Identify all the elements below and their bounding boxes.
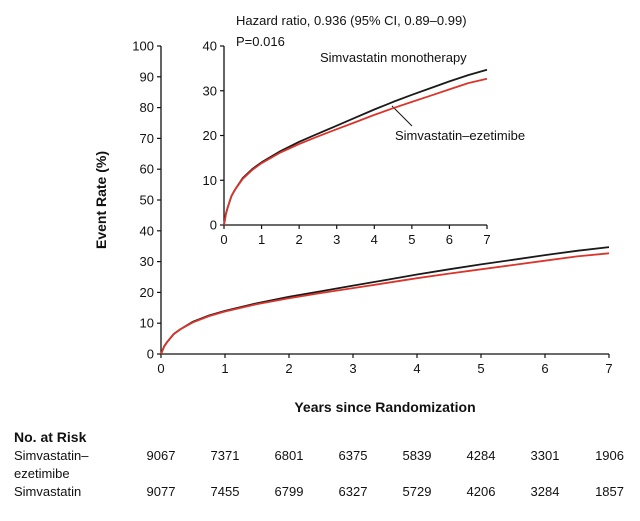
risk-value: 7371 — [211, 448, 240, 463]
p-value-annotation: P=0.016 — [236, 34, 285, 49]
main-x-tick-label: 5 — [477, 361, 484, 376]
main-x-tick-label: 6 — [541, 361, 548, 376]
inset-x-tick-label: 1 — [258, 232, 265, 247]
inset-x-tick-label: 2 — [296, 232, 303, 247]
main-y-tick-label: 70 — [140, 131, 154, 146]
risk-row-label-cont: ezetimibe — [14, 466, 70, 481]
risk-value: 3301 — [531, 448, 560, 463]
label-monotherapy: Simvastatin monotherapy — [320, 50, 467, 65]
risk-value: 1857 — [595, 484, 624, 499]
risk-value: 4206 — [467, 484, 496, 499]
risk-value: 9077 — [147, 484, 176, 499]
inset-x-tick-label: 7 — [483, 232, 490, 247]
main-y-tick-label: 10 — [140, 316, 154, 331]
main-y-tick-label: 100 — [132, 39, 154, 54]
main-x-tick-label: 7 — [605, 361, 612, 376]
main-y-tick-label: 30 — [140, 254, 154, 269]
main-x-tick-label: 2 — [285, 361, 292, 376]
risk-value: 3284 — [531, 484, 560, 499]
risk-value: 9067 — [147, 448, 176, 463]
inset-y-tick-label: 20 — [203, 128, 217, 143]
label-combination: Simvastatin–ezetimibe — [395, 128, 525, 143]
inset-series-line-combination — [223, 77, 488, 226]
inset-y-tick-label: 30 — [203, 83, 217, 98]
main-y-tick-label: 90 — [140, 69, 154, 84]
inset-y-tick-label: 10 — [203, 173, 217, 188]
inset-x-tick-label: 3 — [333, 232, 340, 247]
inset-series-line-monotherapy — [223, 68, 488, 226]
main-y-tick-label: 0 — [147, 347, 154, 362]
y-axis-title: Event Rate (%) — [93, 151, 109, 249]
risk-row-label: Simvastatin– — [14, 448, 89, 463]
risk-value: 6375 — [339, 448, 368, 463]
hazard-ratio-annotation: Hazard ratio, 0.936 (95% CI, 0.89–0.99) — [236, 13, 467, 28]
risk-value: 6799 — [275, 484, 304, 499]
inset-y-tick-label: 40 — [203, 39, 217, 54]
inset-x-tick-label: 5 — [408, 232, 415, 247]
main-x-tick-label: 1 — [221, 361, 228, 376]
number-at-risk-title: No. at Risk — [14, 429, 87, 445]
inset-y-tick-label: 0 — [210, 218, 217, 233]
inset-x-tick-label: 6 — [446, 232, 453, 247]
main-y-tick-label: 50 — [140, 193, 154, 208]
main-series-line-monotherapy — [160, 246, 610, 355]
main-y-tick-label: 40 — [140, 223, 154, 238]
main-y-tick-label: 20 — [140, 285, 154, 300]
main-x-tick-label: 0 — [157, 361, 164, 376]
main-series-line-combination — [160, 252, 610, 355]
risk-value: 5839 — [403, 448, 432, 463]
main-x-tick-label: 4 — [413, 361, 420, 376]
risk-value: 7455 — [211, 484, 240, 499]
main-y-tick-label: 60 — [140, 162, 154, 177]
risk-value: 1906 — [595, 448, 624, 463]
risk-value: 6327 — [339, 484, 368, 499]
risk-value: 6801 — [275, 448, 304, 463]
inset-x-tick-label: 4 — [371, 232, 378, 247]
main-y-tick-label: 80 — [140, 100, 154, 115]
main-x-tick-label: 3 — [349, 361, 356, 376]
inset-x-tick-label: 0 — [220, 232, 227, 247]
leader-line-combination — [391, 105, 413, 127]
x-axis-title: Years since Randomization — [294, 399, 475, 415]
risk-row-label: Simvastatin — [14, 484, 81, 499]
risk-value: 4284 — [467, 448, 496, 463]
risk-value: 5729 — [403, 484, 432, 499]
